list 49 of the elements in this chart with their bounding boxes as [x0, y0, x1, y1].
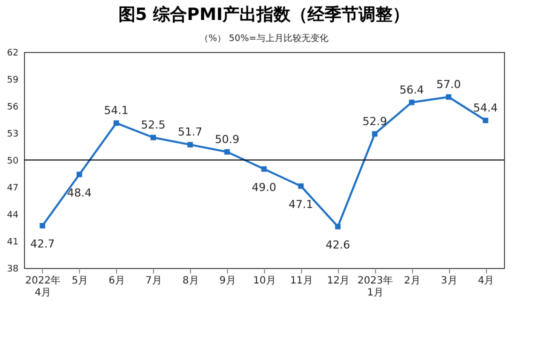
point [150, 134, 156, 140]
point [114, 120, 120, 126]
y-tick-label: 44 [7, 210, 19, 220]
point [408, 100, 414, 106]
x-tick-label: 3月 [440, 276, 458, 286]
x-tick-label: 5月 [72, 276, 88, 286]
text: 52.5 [140, 118, 166, 132]
text: 49.0 [252, 181, 276, 194]
x-tick-label: 2月 [404, 276, 420, 286]
x-tick-label: 12月 [326, 276, 350, 286]
point [40, 222, 46, 228]
text: 52.9 [362, 114, 388, 128]
text: 47.1 [288, 198, 314, 212]
point [335, 224, 341, 230]
x-tick-label: 11月 [290, 276, 313, 286]
text: 42.6 [326, 238, 350, 252]
text: 56.4 [399, 83, 424, 96]
y-tick-label: 38 [7, 264, 19, 274]
y-tick-label: 53 [7, 130, 18, 140]
point [187, 142, 193, 148]
point [372, 131, 378, 137]
x-tick-label: 6月 [108, 276, 125, 286]
text: 48.4 [67, 186, 92, 200]
text: 51.7 [178, 126, 202, 139]
y-tick-label: 56 [7, 102, 19, 112]
x-tick-label: 9月 [219, 276, 236, 286]
x-tick-label: 8月 [182, 276, 199, 286]
point [76, 172, 82, 178]
y-tick-label: 50 [7, 156, 19, 166]
text: （%） 50%=与上月比较无变化 [200, 33, 328, 44]
text: 50.9 [214, 132, 240, 146]
text: 57.0 [436, 78, 461, 91]
point [446, 94, 452, 100]
text: 54.4 [473, 101, 498, 114]
x-tick-label: 10月 [253, 276, 276, 286]
y-tick-label: 47 [7, 184, 18, 194]
point [482, 118, 488, 124]
x-tick-label: 7月 [146, 276, 162, 286]
text: 42.7 [30, 238, 55, 251]
point [298, 183, 304, 189]
point [224, 149, 230, 155]
x-tick-label: 4月 [478, 276, 494, 286]
y-tick-label: 41 [7, 238, 18, 248]
y-tick-label: 59 [7, 76, 19, 86]
x-tick-label: 2023年 1月 [358, 274, 393, 298]
chart-title: 图5 综合PMI产出指数（经季节调整） [118, 5, 410, 25]
text: 54.1 [104, 104, 129, 118]
y-tick-label: 62 [7, 48, 18, 58]
x-tick-label: 2022年 4月 [25, 274, 61, 298]
